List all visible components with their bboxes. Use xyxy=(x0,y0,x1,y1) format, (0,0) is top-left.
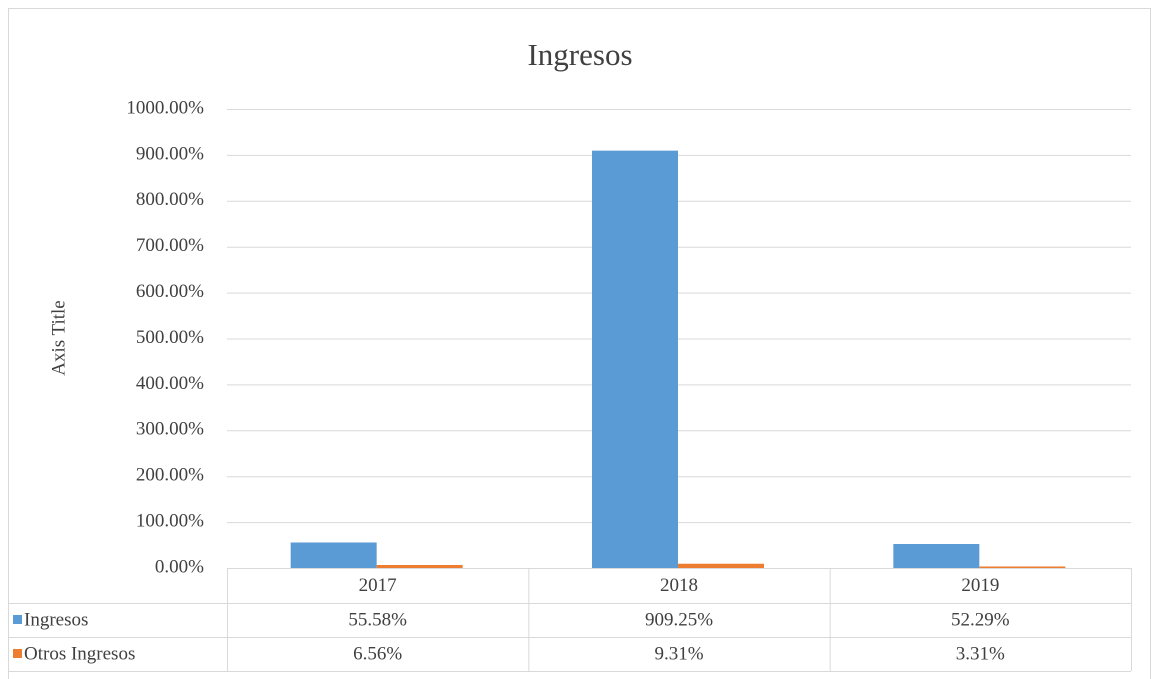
bar xyxy=(376,564,463,568)
y-tick-label: 300.00% xyxy=(136,419,204,440)
table-value-label: 6.56% xyxy=(353,643,402,664)
table-value-label: 3.31% xyxy=(956,643,1005,664)
bar xyxy=(592,150,678,569)
x-tick-label: 2018 xyxy=(660,575,698,596)
y-tick-label: 900.00% xyxy=(136,143,204,164)
y-tick-label: 800.00% xyxy=(136,189,204,210)
y-axis-title: Axis Title xyxy=(48,300,69,376)
y-tick-label: 0.00% xyxy=(155,556,204,577)
y-tick-label: 1000.00% xyxy=(126,97,204,118)
table-value-label: 909.25% xyxy=(645,609,713,630)
bar xyxy=(678,563,764,568)
table-value-label: 55.58% xyxy=(348,609,407,630)
legend-label: Otros Ingresos xyxy=(24,643,135,664)
legend-swatch xyxy=(13,649,22,658)
table-value-label: 9.31% xyxy=(654,643,703,664)
x-tick-label: 2019 xyxy=(961,575,999,596)
y-tick-label: 100.00% xyxy=(136,510,204,531)
bar xyxy=(893,543,980,568)
y-tick-label: 600.00% xyxy=(136,281,204,302)
y-tick-label: 400.00% xyxy=(136,373,204,394)
y-tick-label: 700.00% xyxy=(136,235,204,256)
legend-label: Ingresos xyxy=(24,609,88,630)
y-tick-label: 500.00% xyxy=(136,327,204,348)
table-value-label: 52.29% xyxy=(951,609,1010,630)
chart-title: Ingresos xyxy=(527,37,632,72)
y-tick-label: 200.00% xyxy=(136,465,204,486)
bar xyxy=(290,542,377,568)
bar xyxy=(979,566,1066,568)
x-tick-label: 2017 xyxy=(359,575,397,596)
legend-swatch xyxy=(13,615,22,624)
